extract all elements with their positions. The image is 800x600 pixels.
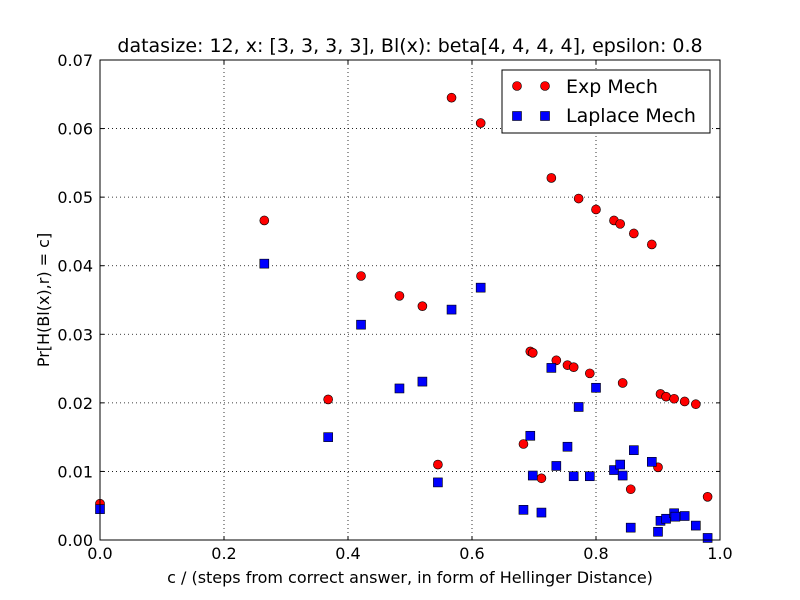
laplace-mech-point <box>536 507 547 518</box>
laplace-mech-point <box>679 511 690 521</box>
laplace-mech-point <box>629 445 639 455</box>
exp-mech-point <box>617 378 628 388</box>
laplace-mech-point <box>615 459 625 470</box>
y-tick-label: 0.05 <box>57 188 93 207</box>
y-tick-label: 0.00 <box>57 531 93 550</box>
exp-mech-point <box>669 393 679 404</box>
laplace-mech-point <box>609 465 619 475</box>
exp-mech-point <box>679 396 690 407</box>
legend: Exp Mech Laplace Mech <box>501 69 711 134</box>
exp-mech-point <box>568 362 579 373</box>
x-tick-label: 0.4 <box>335 544 360 563</box>
y-tick-label: 0.01 <box>57 462 93 481</box>
legend-exp-label: Exp Mech <box>566 76 658 98</box>
exp-mech-point <box>629 228 639 239</box>
legend-exp-marker-2 <box>540 81 550 91</box>
y-tick-label: 0.02 <box>57 394 93 413</box>
x-axis-label: c / (steps from correct answer, in form … <box>167 568 653 587</box>
laplace-mech-point <box>356 319 366 330</box>
laplace-mech-point <box>568 471 579 482</box>
x-tick-label: 0.0 <box>87 544 112 563</box>
laplace-mech-point <box>525 430 536 441</box>
laplace-mech-point <box>527 470 538 481</box>
legend-laplace-marker-1 <box>512 111 522 121</box>
exp-mech-point <box>661 391 671 402</box>
exp-mech-point <box>646 239 657 250</box>
y-tick-label: 0.03 <box>57 325 93 344</box>
laplace-mech-point <box>394 383 405 394</box>
y-axis-label: Pr[H(Bl(x),r) = c] <box>34 233 53 367</box>
laplace-mech-point <box>653 526 663 537</box>
laplace-mech-point <box>433 477 443 488</box>
exp-mech-point <box>702 491 713 502</box>
exp-mech-point <box>536 473 547 484</box>
laplace-mech-point <box>551 461 562 471</box>
laplace-mech-point <box>475 282 486 293</box>
exp-mech-point <box>546 173 557 183</box>
exp-mech-point <box>323 394 333 405</box>
laplace-mech-point <box>573 402 584 412</box>
exp-mech-point <box>394 291 405 301</box>
laplace-mech-point <box>702 533 713 543</box>
laplace-mech-point <box>446 304 457 315</box>
exp-mech-point <box>625 484 636 495</box>
laplace-mech-point <box>546 363 557 373</box>
laplace-mech-point <box>591 382 601 393</box>
legend-laplace-label: Laplace Mech <box>566 105 696 127</box>
exp-mech-point <box>584 368 595 379</box>
laplace-mech-point <box>670 511 681 522</box>
x-tick-label: 0.8 <box>583 544 608 563</box>
exp-mech-point <box>573 193 584 204</box>
exp-mech-point <box>591 204 601 215</box>
y-tick-label: 0.04 <box>57 257 93 276</box>
laplace-mech-point <box>518 505 529 515</box>
exp-mech-point <box>518 439 529 449</box>
exp-mech-point <box>551 355 562 366</box>
x-tick-label: 1.0 <box>707 544 732 563</box>
exp-mech-point <box>615 219 625 229</box>
laplace-mech-point <box>259 258 270 269</box>
chart-title: datasize: 12, x: [3, 3, 3, 3], Bl(x): be… <box>117 35 702 57</box>
laplace-mech-point <box>646 457 657 467</box>
laplace-mech-point <box>625 522 636 533</box>
exp-mech-point <box>417 301 428 311</box>
laplace-mech-point <box>617 470 628 481</box>
y-tick-label: 0.06 <box>57 120 93 139</box>
laplace-mech-point <box>584 471 595 482</box>
plot-frame <box>99 59 721 541</box>
exp-mech-point <box>356 271 366 281</box>
legend-box <box>501 69 711 134</box>
exp-mech-point <box>475 118 486 128</box>
x-tick-label: 0.6 <box>459 544 484 563</box>
data-points <box>95 92 713 543</box>
exp-mech-point <box>446 92 457 103</box>
laplace-mech-point <box>323 432 333 442</box>
x-tick-label: 0.2 <box>211 544 236 563</box>
exp-mech-point <box>527 347 538 358</box>
axis-ticks: 0.0 0.2 0.4 0.6 0.8 1.0 0.00 0.01 0.02 0.03 0.04 0.… <box>57 51 732 563</box>
legend-laplace-marker-2 <box>540 111 550 121</box>
y-tick-label: 0.07 <box>57 51 93 70</box>
laplace-mech-point <box>661 513 671 524</box>
legend-exp-marker-1 <box>512 81 522 91</box>
laplace-mech-point <box>691 520 701 531</box>
exp-mech-point <box>259 215 270 226</box>
exp-mech-point <box>691 399 701 410</box>
laplace-mech-point <box>417 376 428 387</box>
exp-mech-point <box>433 459 443 470</box>
laplace-mech-point <box>562 441 573 452</box>
